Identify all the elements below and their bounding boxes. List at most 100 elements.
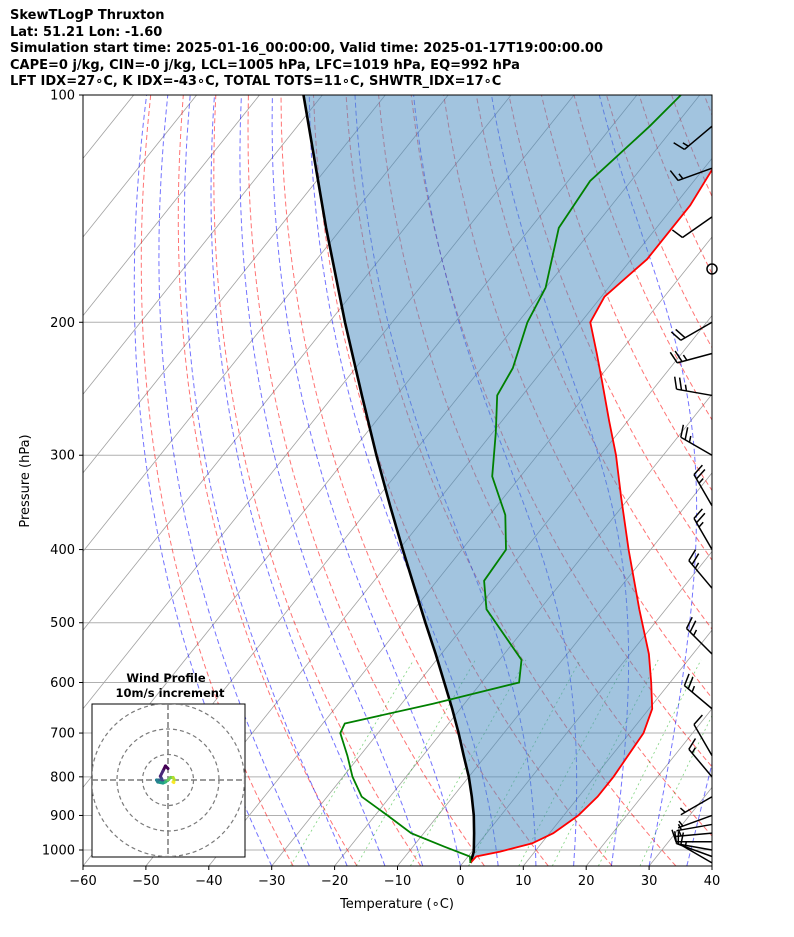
dry-adiabat-line: [703, 95, 712, 117]
mixing-ratio-line: [639, 714, 712, 866]
moist-adiabat-line: [239, 95, 424, 866]
wind-barb: [693, 714, 713, 757]
barb-half-flag: [682, 142, 689, 147]
header-stability-indices: LFT IDX=27∘C, K IDX=-43∘C, TOTAL TOTS=11…: [10, 74, 502, 89]
x-tick-label: −10: [384, 874, 411, 889]
barb-half-flag: [684, 384, 688, 392]
barb-flag: [678, 377, 683, 391]
wind-barb: [671, 216, 713, 239]
isotherm-line: [775, 95, 794, 866]
y-tick-label: 200: [50, 316, 75, 331]
barb-flag: [695, 468, 706, 480]
wind-barb: [693, 508, 713, 550]
barb-shaft: [677, 167, 713, 182]
wind-barb: [683, 673, 713, 710]
x-axis-ticks: −60 −50 −40 −30 −20 −10 0 10 20 30 40: [69, 866, 720, 889]
barb-half-flag: [698, 478, 704, 484]
dry-adiabat-line: [247, 95, 485, 866]
x-tick-label: −30: [258, 874, 285, 889]
barb-flag: [683, 673, 690, 686]
barb-shaft: [680, 844, 713, 864]
header-station-title: SkewTLogP Thruxton: [10, 8, 165, 23]
dry-adiabat-line: [573, 95, 712, 421]
barb-shaft: [688, 748, 713, 778]
hodograph-title: Wind Profile: [126, 671, 206, 685]
barb-flag: [675, 328, 686, 339]
barb-half-flag: [691, 685, 696, 693]
barb-half-flag: [692, 629, 698, 636]
barb-flag: [674, 350, 683, 362]
hodograph-segment: [171, 780, 176, 785]
y-axis-ticks: 100 200 300 400 500 600 700 800 900 1000: [42, 89, 83, 859]
y-tick-label: 800: [50, 770, 75, 785]
barb-shaft: [683, 685, 713, 710]
isotherm-line: [585, 708, 712, 866]
barb-flag: [688, 738, 697, 750]
barb-flag: [695, 512, 706, 524]
x-tick-label: −60: [69, 874, 96, 889]
wind-barb: [676, 829, 713, 838]
barb-flag: [670, 331, 682, 341]
hodograph-subtitle: 10m/s increment: [116, 686, 225, 700]
x-tick-label: 40: [704, 874, 721, 889]
cin-shading-layer: [303, 95, 712, 863]
moist-adiabat-line: [183, 95, 348, 866]
y-tick-label: 500: [50, 616, 75, 631]
barb-flag: [685, 616, 693, 629]
barb-shaft: [686, 627, 713, 655]
wind-barb: [688, 549, 713, 589]
barb-flag: [680, 424, 685, 438]
hodograph-inset: Wind Profile 10m/s increment: [91, 671, 246, 858]
barb-shaft: [688, 560, 713, 589]
hodograph-plot: [92, 704, 245, 857]
barb-half-flag: [679, 807, 686, 813]
barb-shaft: [676, 843, 713, 851]
y-tick-label: 600: [50, 676, 75, 691]
dry-adiabat-line: [177, 95, 358, 866]
barb-half-flag: [691, 747, 697, 754]
dry-adiabat-line: [213, 95, 422, 866]
barb-half-flag: [688, 435, 692, 443]
header-cape-indices: CAPE=0 j/kg, CIN=-0 j/kg, LCL=1005 hPa, …: [10, 57, 520, 73]
moist-adiabat-line: [158, 95, 310, 866]
wind-barb: [677, 814, 713, 829]
barb-shaft: [693, 474, 713, 507]
barb-flag: [693, 508, 703, 519]
wind-barb: [685, 616, 713, 655]
wind-barb: [673, 376, 713, 397]
mixing-ratio-line: [355, 659, 476, 866]
isotherm-line: [0, 95, 71, 866]
y-tick-label: 900: [50, 809, 75, 824]
isotherm-line: [83, 95, 197, 238]
barb-flag: [669, 170, 679, 181]
y-axis-label: Pressure (hPa): [18, 434, 33, 527]
y-tick-label: 1000: [42, 844, 75, 859]
moist-adiabat-line: [598, 95, 698, 866]
barb-flag: [669, 351, 678, 364]
barb-flag: [684, 427, 689, 440]
x-tick-label: 0: [456, 874, 464, 889]
barb-shaft: [676, 823, 713, 832]
moist-adiabat-line: [210, 95, 386, 866]
x-tick-label: 30: [641, 874, 658, 889]
dry-adiabat-line: [140, 95, 294, 866]
barb-shaft: [680, 436, 713, 456]
profile-lines-layer: [302, 95, 712, 864]
barb-flag: [687, 676, 694, 690]
wind-barb: [680, 424, 713, 456]
barb-half-flag: [678, 173, 684, 180]
x-tick-label: 10: [515, 874, 532, 889]
x-tick-label: 20: [578, 874, 595, 889]
header-times: Simulation start time: 2025-01-16_00:00:…: [10, 41, 603, 56]
wind-barb: [669, 167, 713, 182]
y-tick-label: 400: [50, 543, 75, 558]
y-tick-label: 300: [50, 449, 75, 464]
x-tick-label: −20: [321, 874, 348, 889]
x-tick-label: −50: [132, 874, 159, 889]
barb-half-flag: [678, 820, 684, 827]
isotherm-line: [334, 393, 712, 866]
moist-adiabat-line: [725, 95, 794, 866]
hodograph-ring: [92, 704, 245, 857]
barb-half-flag: [677, 829, 682, 837]
